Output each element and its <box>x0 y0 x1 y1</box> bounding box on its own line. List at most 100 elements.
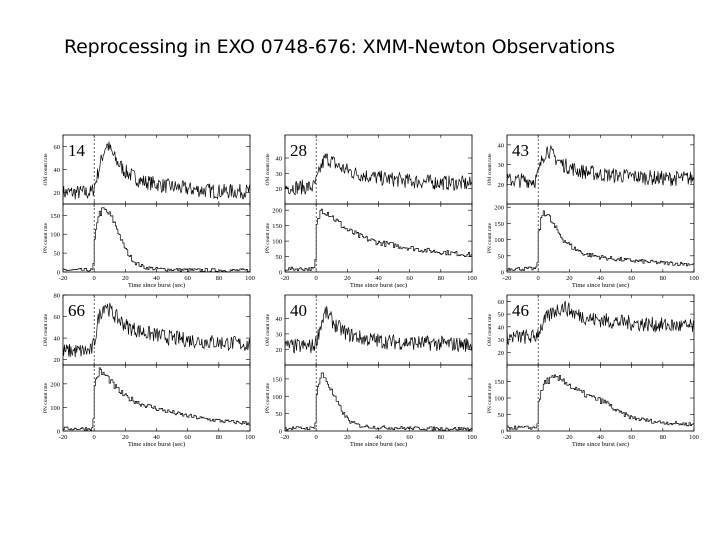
panel-label: 40 <box>290 301 307 320</box>
pn-y-tick-label: 0 <box>57 270 60 277</box>
pn-y-axis-label: PN count rate <box>43 222 49 253</box>
pn-y-axis-label: PN count rate <box>265 222 271 253</box>
x-tick-label: 60 <box>184 434 191 441</box>
pn-lightcurve-line <box>507 374 695 430</box>
pn-y-tick-label: 50 <box>498 412 505 419</box>
pn-y-tick-label: 50 <box>498 253 505 260</box>
pn-y-tick-label: 50 <box>276 254 283 261</box>
x-tick-label: 80 <box>216 275 223 282</box>
pn-axes-frame <box>284 364 473 432</box>
om-y-tick-label: 40 <box>276 316 283 323</box>
x-tick-label: 0 <box>537 434 540 441</box>
x-axis-label: Time since burst (sec) <box>350 282 407 289</box>
om-y-tick-label: 20 <box>276 186 283 193</box>
om-y-tick-label: 60 <box>54 144 61 151</box>
pn-y-axis-label: PN count rate <box>487 222 493 253</box>
pn-y-tick-label: 100 <box>494 396 504 403</box>
x-tick-label: -20 <box>59 434 68 441</box>
om-y-axis-label: OM count rate <box>43 313 49 346</box>
om-y-tick-label: 30 <box>498 162 505 169</box>
pn-y-tick-label: 0 <box>501 429 504 436</box>
om-y-tick-label: 20 <box>54 357 61 364</box>
x-tick-label: 100 <box>245 434 255 441</box>
om-y-tick-label: 20 <box>54 190 61 197</box>
x-tick-label: 20 <box>566 275 573 282</box>
om-lightcurve-line <box>62 141 251 201</box>
om-y-tick-label: 80 <box>54 293 61 300</box>
pn-y-tick-label: 200 <box>494 205 504 212</box>
x-tick-label: 60 <box>406 275 413 282</box>
pn-y-tick-label: 150 <box>272 376 282 383</box>
pn-y-tick-label: 50 <box>276 411 283 418</box>
x-tick-label: -20 <box>281 434 290 441</box>
om-y-tick-label: 60 <box>54 314 61 321</box>
om-lightcurve-line <box>284 306 473 354</box>
x-tick-label: 20 <box>566 434 573 441</box>
x-tick-label: 100 <box>689 434 699 441</box>
pn-lightcurve-line <box>507 210 695 271</box>
x-axis-label: Time since burst (sec) <box>572 441 629 448</box>
om-lightcurve-line <box>284 153 473 196</box>
om-y-tick-label: 20 <box>276 347 283 354</box>
x-tick-label: 20 <box>344 275 351 282</box>
om-y-tick-label: 30 <box>276 331 283 338</box>
om-axes-frame <box>284 134 473 205</box>
pn-y-tick-label: 150 <box>50 213 60 220</box>
x-tick-label: 80 <box>660 434 667 441</box>
pn-y-axis-label: PN count rate <box>265 382 271 413</box>
x-tick-label: 0 <box>93 275 96 282</box>
pn-y-tick-label: 0 <box>279 429 282 436</box>
x-tick-label: 40 <box>375 434 382 441</box>
om-axes-frame <box>284 294 473 366</box>
pn-y-tick-label: 200 <box>272 208 282 215</box>
om-y-axis-label: OM count rate <box>487 313 493 346</box>
pn-y-tick-label: 100 <box>50 232 60 239</box>
pn-y-tick-label: 0 <box>501 270 504 277</box>
slide-title: Reprocessing in EXO 0748-676: XMM-Newton… <box>64 36 615 58</box>
om-lightcurve-line <box>506 144 695 189</box>
om-y-tick-label: 50 <box>498 312 505 319</box>
x-tick-label: 40 <box>597 434 604 441</box>
panel-label: 66 <box>68 301 85 320</box>
x-tick-label: 0 <box>93 434 96 441</box>
om-y-tick-label: 40 <box>498 142 505 149</box>
x-tick-label: 100 <box>245 275 255 282</box>
pn-y-tick-label: 0 <box>279 270 282 277</box>
om-lightcurve-line <box>62 302 251 358</box>
om-y-tick-label: 40 <box>54 167 61 174</box>
om-y-tick-label: 40 <box>276 156 283 163</box>
om-y-tick-label: 60 <box>498 299 505 306</box>
om-y-axis-label: OM count rate <box>265 153 271 186</box>
x-axis-label: Time since burst (sec) <box>128 441 185 448</box>
x-tick-label: -20 <box>59 275 68 282</box>
pn-y-tick-label: 100 <box>272 239 282 246</box>
x-tick-label: 80 <box>438 275 445 282</box>
pn-axes-frame <box>62 203 251 273</box>
panel-label: 43 <box>512 141 529 160</box>
panel-label: 28 <box>290 141 307 160</box>
x-tick-label: 40 <box>375 275 382 282</box>
x-tick-label: 40 <box>597 275 604 282</box>
pn-y-axis-label: PN count rate <box>487 382 493 413</box>
x-tick-label: -20 <box>503 434 512 441</box>
pn-y-tick-label: 100 <box>272 394 282 401</box>
x-tick-label: 80 <box>660 275 667 282</box>
pn-axes-frame <box>62 364 251 432</box>
x-tick-label: 40 <box>153 434 160 441</box>
pn-y-tick-label: 100 <box>50 405 60 412</box>
x-tick-label: 60 <box>628 275 635 282</box>
x-tick-label: 0 <box>537 275 540 282</box>
om-y-tick-label: 30 <box>276 171 283 178</box>
x-tick-label: 0 <box>315 434 318 441</box>
x-tick-label: 20 <box>122 275 129 282</box>
pn-y-tick-label: 200 <box>50 381 60 388</box>
panel-label: 46 <box>512 301 529 320</box>
x-tick-label: 60 <box>628 434 635 441</box>
pn-y-tick-label: 50 <box>54 251 61 258</box>
